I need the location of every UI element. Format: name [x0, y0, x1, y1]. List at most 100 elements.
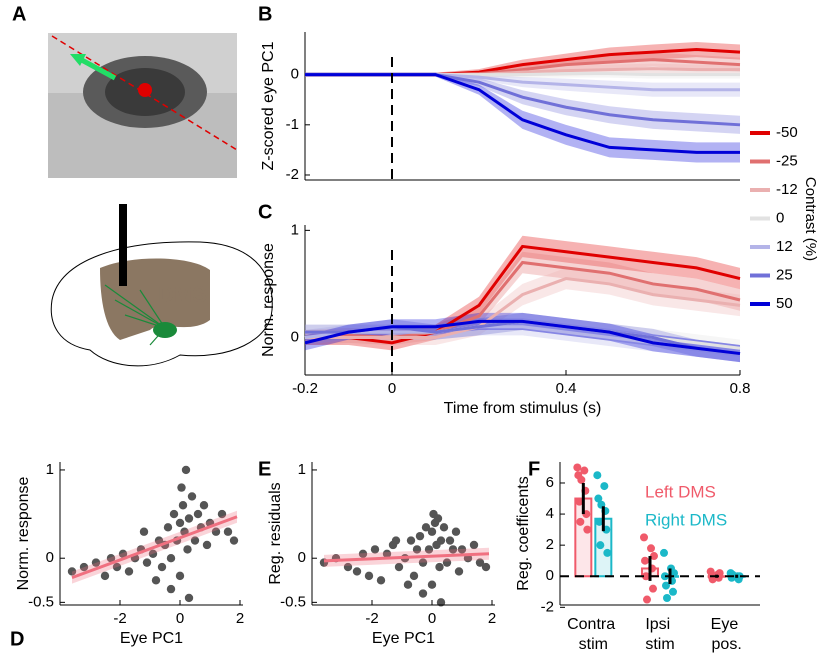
point: [433, 514, 443, 523]
point: [118, 549, 128, 559]
error-band: [305, 312, 740, 363]
point: [421, 523, 431, 532]
point: [202, 540, 212, 550]
y-tick-label: 1: [291, 221, 299, 238]
point: [415, 531, 425, 541]
point: [187, 492, 197, 501]
point: [436, 598, 446, 607]
legend-label: 0: [776, 209, 784, 226]
point: [376, 576, 386, 585]
point: [370, 545, 380, 554]
legend-label: 50: [776, 295, 793, 312]
point: [418, 589, 428, 598]
point: [642, 572, 650, 581]
point: [181, 465, 191, 475]
point: [573, 463, 582, 472]
x-tick-label: -2: [113, 610, 126, 627]
error-band: [305, 72, 740, 163]
x-tick-label: 0: [428, 610, 436, 627]
y-tick-label: -1: [286, 116, 299, 133]
point: [358, 549, 368, 559]
fit-line: [323, 552, 490, 563]
error-band: [305, 312, 740, 363]
point: [190, 536, 200, 545]
eye-photo: [48, 33, 238, 178]
y-tick-label: 1: [298, 461, 306, 478]
point: [193, 509, 203, 519]
point: [124, 567, 134, 576]
point: [580, 466, 589, 475]
point: [175, 571, 185, 581]
x-tick-label: 0: [388, 380, 396, 397]
point: [662, 581, 670, 590]
y-tick-label: -2: [541, 598, 554, 615]
panel-label: C: [258, 201, 272, 223]
legend-label: 25: [776, 266, 793, 283]
point: [166, 554, 176, 563]
point: [435, 562, 444, 572]
series-line: [305, 73, 740, 154]
point: [166, 584, 176, 594]
point: [660, 548, 668, 557]
point: [649, 584, 657, 593]
x-axis-label: Time from stimulus (s): [444, 400, 602, 417]
point: [100, 571, 110, 581]
point: [199, 501, 209, 510]
point: [343, 562, 353, 572]
y-axis-label: Reg. coefficents: [515, 476, 532, 590]
point: [229, 536, 239, 545]
error-band: [305, 42, 740, 77]
point: [223, 527, 233, 536]
legend-label: Right DMS: [645, 510, 727, 529]
y-tick-label: 0: [546, 567, 554, 584]
point: [406, 536, 416, 545]
point: [575, 497, 584, 506]
point: [641, 556, 649, 565]
y-tick-label: -0.5: [280, 593, 306, 610]
x-tick-label: 2: [236, 610, 244, 627]
point: [382, 549, 392, 559]
point: [593, 471, 602, 480]
series-line: [304, 319, 741, 356]
y-tick-label: 0: [291, 328, 299, 345]
legend-label: 12: [776, 238, 793, 255]
point: [583, 525, 592, 534]
point: [577, 475, 586, 484]
point: [594, 494, 603, 503]
point: [708, 575, 717, 584]
x-tick-label: 0.8: [730, 380, 751, 397]
fit-line: [71, 515, 238, 580]
error-band: [305, 267, 740, 345]
point: [481, 562, 491, 572]
point: [211, 527, 221, 536]
brain-sketch: [50, 204, 273, 367]
x-tick-label: -0.2: [292, 380, 318, 397]
point: [643, 595, 651, 604]
point: [596, 541, 605, 550]
point: [151, 576, 161, 585]
point: [184, 593, 194, 603]
point: [175, 518, 185, 528]
point: [67, 567, 77, 576]
panel-label: F: [528, 458, 540, 480]
point: [352, 567, 362, 576]
point: [475, 558, 485, 567]
point: [106, 554, 116, 563]
point: [184, 514, 194, 523]
x-axis-label: Eye PC1: [372, 630, 435, 647]
panel-label: D: [10, 628, 24, 650]
point: [394, 562, 404, 572]
point: [364, 571, 374, 581]
x-tick-label: 0: [176, 610, 184, 627]
x-tick-label: 0.4: [556, 380, 577, 397]
x-tick-label: Ipsi stim: [645, 616, 674, 653]
y-tick-label: -2: [286, 166, 299, 183]
point: [454, 567, 464, 576]
point: [183, 545, 192, 554]
point: [217, 509, 227, 519]
point: [595, 517, 604, 526]
point: [427, 527, 437, 536]
x-tick-label: 2: [488, 610, 496, 627]
point: [91, 558, 101, 567]
point: [418, 558, 428, 567]
